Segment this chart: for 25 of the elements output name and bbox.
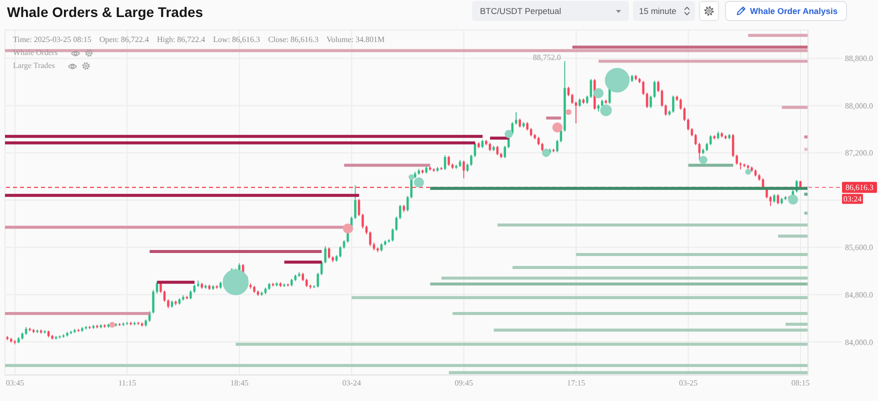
text: 03:24 [843, 194, 862, 204]
y-tick-label: 84,800.0 [845, 290, 873, 300]
annotation: Time: 2025-03-25 08:15 [13, 35, 92, 45]
x-tick-label: 11:15 [118, 378, 136, 388]
x-tick-label: 03:45 [6, 378, 24, 388]
x-tick-label: 03-25 [678, 378, 698, 388]
y-tick-label: 88,000.0 [845, 101, 873, 110]
ref-line-label: 86,616.3 [846, 183, 874, 192]
y-tick-label: 84,000.0 [845, 338, 873, 347]
annotation: High: 86,722.4 [156, 35, 206, 45]
x-tick-label: 18:45 [230, 378, 249, 388]
y-tick-label: 85,600.0 [845, 243, 873, 252]
annotation: Open: 86,722.4 [99, 35, 149, 45]
chart-title: Whale Orders & Large Trades [7, 4, 204, 20]
annotation: Low: 86,616.3 [213, 35, 260, 45]
x-tick-label: 08:15 [791, 378, 810, 388]
y-tick-label: 88,800.0 [845, 54, 873, 64]
annotation: Large Trades [13, 61, 55, 71]
annotation: Close: 86,616.3 [268, 35, 319, 45]
y-tick-label: 87,200.0 [845, 148, 873, 158]
x-tick-label: 09:45 [454, 378, 473, 388]
annotation: 88,752.0 [532, 52, 561, 62]
x-tick-label: 03-24 [342, 378, 361, 388]
x-tick-label: 17:15 [566, 378, 586, 388]
annotation: Volume: 34.801M [326, 35, 385, 45]
